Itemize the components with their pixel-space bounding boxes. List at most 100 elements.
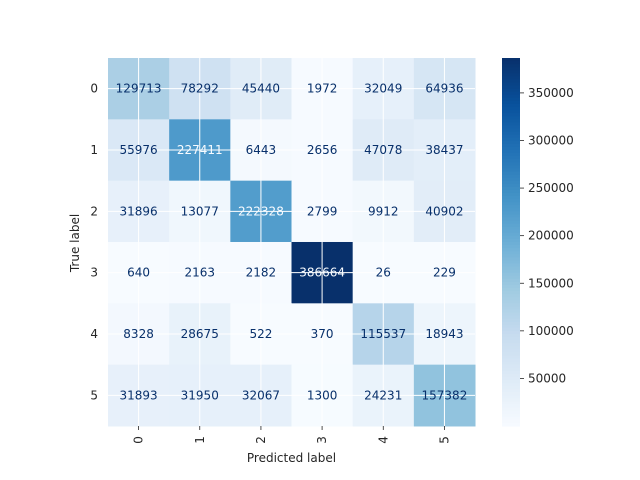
colorbar-segment <box>502 275 520 280</box>
cell-value-label: 115537 <box>360 327 406 341</box>
colorbar-segment <box>502 257 520 261</box>
colorbar-segment <box>502 134 520 139</box>
cell-value-label: 26 <box>376 266 391 280</box>
colorbar-segment <box>502 422 520 427</box>
colorbar-segment <box>502 186 520 191</box>
colorbar-segment <box>502 327 520 332</box>
colorbar-segment <box>502 150 520 154</box>
colorbar-segment <box>502 94 520 99</box>
colorbar-segment <box>502 238 520 243</box>
colorbar-segment <box>502 340 520 344</box>
cell-value-label: 227411 <box>177 143 223 157</box>
colorbar: 50000 100000 150000 200000 250000 300000 35000… <box>502 58 574 427</box>
colorbar-segment <box>502 226 520 231</box>
x-axis-ticks: 0 1 2 3 4 5 <box>132 425 451 444</box>
colorbar-segment <box>502 266 520 271</box>
cell-value-label: 32049 <box>364 82 402 96</box>
colorbar-segment <box>502 177 520 182</box>
cell-value-label: 31950 <box>181 388 219 402</box>
colorbar-segment <box>502 324 520 329</box>
colorbar-segment <box>502 242 520 246</box>
y-axis-label: True label <box>68 214 82 273</box>
y-tick-label: 5 <box>90 388 98 402</box>
colorbar-segment <box>502 318 520 323</box>
colorbar-segment <box>502 294 520 298</box>
colorbar-segment <box>502 291 520 295</box>
colorbar-segment <box>502 110 520 114</box>
colorbar-segment <box>502 205 520 209</box>
colorbar-segment <box>502 321 520 326</box>
colorbar-tick-label: 300000 <box>528 133 574 147</box>
colorbar-segment <box>502 153 520 157</box>
colorbar-segment <box>502 232 520 237</box>
colorbar-segment <box>502 315 520 320</box>
colorbar-segment <box>502 122 520 127</box>
cell-value-label: 18943 <box>425 327 463 341</box>
colorbar-segment <box>502 217 520 222</box>
colorbar-segment <box>502 401 520 406</box>
cell-value-label: 522 <box>249 327 272 341</box>
colorbar-segment <box>502 297 520 301</box>
colorbar-segment <box>502 352 520 357</box>
colorbar-segment <box>502 100 520 105</box>
cell-value-label: 386664 <box>299 266 345 280</box>
colorbar-segment <box>502 358 520 363</box>
colorbar-segment <box>502 334 520 338</box>
x-tick-label: 3 <box>315 436 329 444</box>
colorbar-segment <box>502 263 520 268</box>
cell-value-label: 1300 <box>307 388 338 402</box>
colorbar-tick-label: 200000 <box>528 229 574 243</box>
cell-value-label: 24231 <box>364 388 402 402</box>
colorbar-segment <box>502 119 520 123</box>
colorbar-segment <box>502 162 520 166</box>
colorbar-segment <box>502 364 520 369</box>
colorbar-segment <box>502 104 520 108</box>
cell-value-label: 78292 <box>181 82 219 96</box>
colorbar-segment <box>502 303 520 307</box>
colorbar-segment <box>502 61 520 65</box>
colorbar-segment <box>502 58 520 62</box>
colorbar-segment <box>502 269 520 274</box>
cell-value-label: 2182 <box>246 266 277 280</box>
colorbar-segment <box>502 245 520 249</box>
colorbar-segment <box>502 373 520 378</box>
x-tick-label: 5 <box>437 436 451 444</box>
colorbar-segment <box>502 64 520 68</box>
cell-value-label: 8328 <box>123 327 154 341</box>
colorbar-segment <box>502 337 520 341</box>
colorbar-segment <box>502 343 520 347</box>
cell-value-label: 55976 <box>119 143 157 157</box>
colorbar-segment <box>502 229 520 234</box>
x-tick-label: 2 <box>254 436 268 444</box>
y-axis-ticks: 0 1 2 3 4 5 <box>90 82 98 403</box>
x-tick-label: 1 <box>193 436 207 444</box>
colorbar-segment <box>502 91 520 96</box>
colorbar-tick-label: 350000 <box>528 86 574 100</box>
colorbar-segment <box>502 370 520 375</box>
cell-value-label: 9912 <box>368 204 399 218</box>
cell-value-label: 157382 <box>422 388 468 402</box>
colorbar-segment <box>502 413 520 418</box>
x-tick-label: 4 <box>376 436 390 444</box>
colorbar-segment <box>502 367 520 372</box>
x-axis-label: Predicted label <box>247 451 336 465</box>
colorbar-segment <box>502 254 520 258</box>
colorbar-segment <box>502 376 520 381</box>
cell-value-label: 2163 <box>184 266 215 280</box>
colorbar-segment <box>502 70 520 74</box>
colorbar-segment <box>502 79 520 84</box>
y-tick-label: 1 <box>90 143 98 157</box>
cell-value-label: 370 <box>311 327 334 341</box>
cell-value-label: 64936 <box>425 82 463 96</box>
colorbar-segment <box>502 248 520 252</box>
cell-value-label: 2799 <box>307 204 338 218</box>
cell-value-label: 32067 <box>242 388 280 402</box>
colorbar-segment <box>502 398 520 403</box>
cell-value-label: 40902 <box>425 204 463 218</box>
colorbar-segment <box>502 67 520 71</box>
colorbar-segment <box>502 140 520 145</box>
colorbar-segment <box>502 380 520 384</box>
colorbar-segment <box>502 306 520 311</box>
colorbar-segment <box>502 251 520 255</box>
cell-value-label: 38437 <box>425 143 463 157</box>
